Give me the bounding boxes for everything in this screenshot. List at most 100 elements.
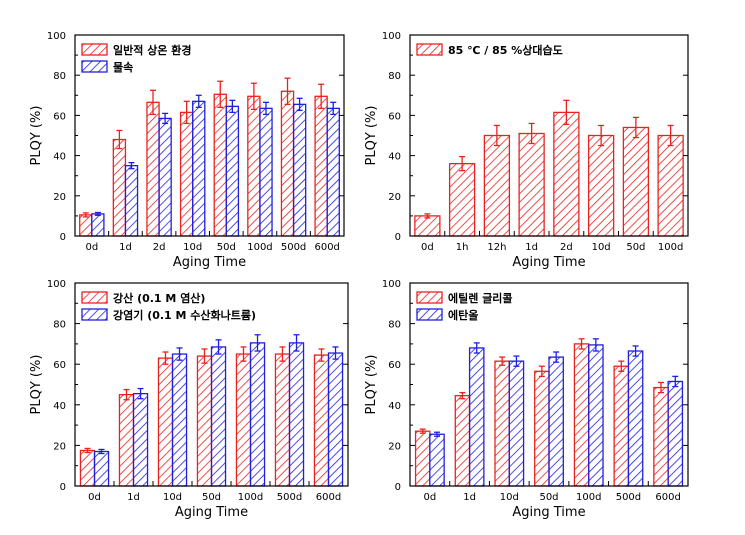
x-tick-label-0d: 0d [88, 492, 101, 503]
y-tick-label: 20 [388, 192, 401, 203]
x-tick-label-10d: 10d [183, 242, 202, 253]
error-bar-4-2-1d [473, 342, 480, 354]
error-bar-4-2-600d [672, 375, 679, 388]
bar-4-2-100d [588, 344, 604, 487]
y-tick-label: 40 [53, 401, 66, 412]
x-tick-label-100d: 100d [658, 242, 683, 253]
bar-4-1-50d [534, 370, 550, 487]
x-tick-label-50d: 50d [539, 492, 558, 503]
x-tick-label-0d: 0d [421, 242, 434, 253]
error-bar-3-2-1d [137, 387, 144, 400]
bar-4-1-0d [414, 430, 431, 487]
y-tick-label: 60 [53, 111, 66, 122]
x-tick-label-10d: 10d [592, 242, 611, 253]
error-bar-3-2-600d [332, 346, 339, 360]
error-bar-2-1-2d [563, 99, 570, 126]
error-bar-1-1-2d [150, 89, 157, 116]
y-tick-label: 100 [47, 31, 66, 42]
bar-3-2-500d [288, 342, 305, 487]
x-axis-title: Aging Time [173, 255, 246, 270]
y-axis-title: PLQY (%) [29, 106, 44, 166]
bar-3-1-10d [157, 357, 174, 487]
bar-3-2-0d [93, 450, 110, 487]
chart-panel-2: 0 20 40 60 80 100 0d 1h 12h 1d 2d 10d 50d 100d Aging T… [364, 31, 689, 270]
error-bar-1-1-500d [284, 77, 291, 105]
bar-4-2-0d [429, 433, 445, 487]
error-bar-3-2-50d [215, 339, 222, 355]
x-tick-label-1h: 1h [456, 242, 469, 253]
legend-swatch-2 [416, 308, 443, 321]
y-tick-label: 60 [388, 360, 401, 371]
x-tick-label-50d: 50d [202, 492, 221, 503]
legend-label-2: 물속 [113, 61, 133, 74]
y-tick-label: 0 [395, 232, 401, 243]
error-bar-1-2-1d [128, 161, 135, 170]
error-bar-4-2-50d [553, 351, 560, 363]
y-tick-label: 60 [53, 360, 66, 371]
y-tick-label: 80 [388, 320, 401, 331]
error-bar-4-1-1d [459, 391, 466, 400]
error-bar-2-1-0d [424, 213, 431, 219]
x-axis-title: Aging Time [175, 505, 248, 520]
bar-1-2-0d [91, 213, 105, 237]
y-tick-label: 100 [47, 279, 66, 290]
y-tick-label: 80 [388, 71, 401, 82]
error-bar-4-2-0d [434, 431, 441, 437]
legend-label-2: 강염기 (0.1 M 수산화나트륨) [113, 308, 256, 322]
bar-4-1-1d [454, 395, 471, 487]
y-tick-label: 100 [382, 31, 401, 42]
legend-swatch-2 [81, 308, 108, 321]
bar-3-2-50d [210, 346, 227, 487]
bar-1-1-500d [280, 90, 295, 237]
chart-panel-3: 0 20 40 60 80 100 0d 1d 10d 50d 100d 500d 600d Aging … [29, 279, 349, 520]
x-tick-label-600d: 600d [655, 492, 680, 503]
y-tick-label: 80 [53, 320, 66, 331]
bar-2-1-10d [587, 134, 615, 237]
error-bar-1-1-100d [250, 82, 257, 111]
error-bar-3-1-1d [123, 388, 130, 401]
x-tick-label-100d: 100d [247, 242, 272, 253]
error-bar-4-1-50d [538, 365, 545, 378]
x-tick-label-10d: 10d [500, 492, 519, 503]
legend-swatch-1 [81, 43, 108, 56]
x-axis-title: Aging Time [512, 255, 585, 270]
y-tick-label: 40 [388, 152, 401, 163]
x-tick-label-12h: 12h [487, 242, 506, 253]
bar-4-2-600d [667, 380, 684, 487]
x-tick-label-0d: 0d [423, 492, 436, 503]
bar-4-2-1d [468, 347, 485, 487]
error-bar-4-1-0d [419, 428, 426, 434]
bar-4-1-100d [573, 343, 590, 487]
bar-1-2-10d [192, 100, 206, 237]
bar-3-1-100d [235, 353, 252, 487]
error-bar-4-2-500d [632, 345, 639, 357]
y-axis-title: PLQY (%) [364, 106, 379, 166]
y-axis-title: PLQY (%) [364, 355, 379, 415]
bar-3-1-1d [118, 393, 135, 487]
bar-3-1-600d [313, 354, 330, 487]
x-tick-label-2d: 2d [153, 242, 166, 253]
x-tick-label-10d: 10d [163, 492, 182, 503]
legend-label-1: 강산 (0.1 M 염산) [113, 291, 205, 305]
chart-panel-4: 0 20 40 60 80 100 0d 1d 10d 50d 100d 500d 600d Aging … [364, 279, 689, 520]
bar-2-1-12h [483, 134, 511, 237]
legend-label-2: 에탄올 [448, 308, 478, 322]
x-axis-title: Aging Time [512, 505, 585, 520]
chart-panel-1: 0 20 40 60 80 100 0d 1d 2d 10d 50d 100d 500d 600d Agin… [29, 31, 345, 270]
error-bar-4-2-10d [513, 355, 520, 367]
y-tick-label: 0 [60, 482, 66, 493]
bar-4-2-50d [548, 356, 564, 487]
bar-4-1-10d [494, 360, 510, 487]
error-bar-3-2-500d [293, 334, 300, 352]
error-bar-1-2-600d [330, 101, 337, 116]
legend-swatch-1 [416, 43, 443, 56]
y-tick-label: 20 [53, 441, 66, 452]
x-tick-label-0d: 0d [85, 242, 98, 253]
error-bar-3-2-0d [98, 448, 105, 455]
error-bar-1-2-10d [195, 94, 202, 109]
y-tick-label: 20 [53, 192, 66, 203]
error-bar-2-1-1d [528, 122, 535, 145]
error-bar-3-2-100d [254, 334, 261, 352]
bar-3-1-500d [274, 353, 291, 487]
